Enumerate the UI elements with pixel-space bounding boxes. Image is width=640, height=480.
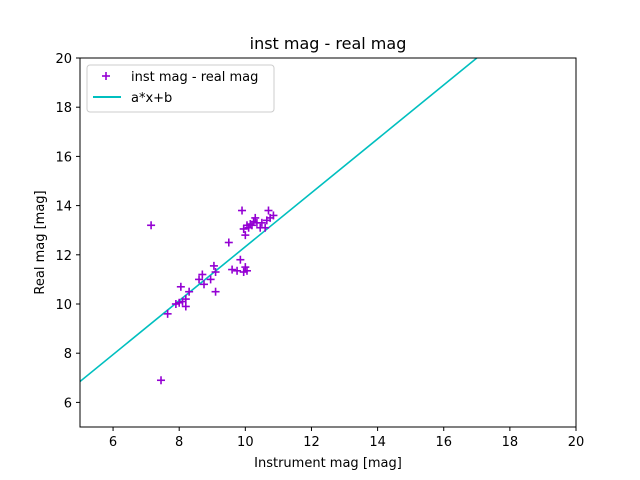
y-tick-label: 6 <box>64 396 72 411</box>
data-point <box>195 275 204 284</box>
data-point <box>269 211 278 220</box>
y-tick-label: 20 <box>55 52 72 67</box>
data-point <box>211 287 220 296</box>
chart-title: inst mag - real mag <box>250 34 407 53</box>
data-point <box>247 221 256 230</box>
fit-line <box>80 58 478 383</box>
legend: inst mag - real mag a*x+b <box>86 64 275 113</box>
axes-frame <box>79 57 577 428</box>
x-axis-label: Instrument mag [mag] <box>254 456 402 471</box>
data-point <box>147 221 156 230</box>
y-tick-label: 14 <box>55 200 72 215</box>
data-point <box>181 302 190 311</box>
data-point <box>264 206 273 215</box>
legend-label-scatter: inst mag - real mag <box>131 70 258 85</box>
data-point <box>228 265 237 274</box>
x-tick-label: 8 <box>175 435 183 450</box>
data-point <box>238 206 247 215</box>
axis-ticks: 6 8 10 12 14 16 18 20 6 8 10 12 14 16 18 20 <box>55 52 584 450</box>
y-axis-label: Real mag [mag] <box>33 190 48 294</box>
legend-label-line: a*x+b <box>131 91 172 106</box>
data-point <box>241 263 250 272</box>
y-tick-label: 12 <box>55 249 72 264</box>
data-point <box>185 287 194 296</box>
y-tick-label: 16 <box>55 150 72 165</box>
data-point <box>209 261 218 270</box>
x-tick-label: 20 <box>568 435 585 450</box>
data-point <box>211 268 220 277</box>
data-point <box>257 218 266 227</box>
legend-box <box>86 64 275 113</box>
data-point <box>236 255 245 264</box>
x-tick-label: 16 <box>435 435 452 450</box>
data-point <box>241 231 250 240</box>
data-point <box>242 266 251 275</box>
data-point <box>251 213 260 222</box>
y-tick-label: 8 <box>64 347 72 362</box>
data-point <box>206 275 215 284</box>
data-point <box>233 266 242 275</box>
x-tick-label: 14 <box>369 435 386 450</box>
data-point <box>157 376 166 385</box>
y-tick-label: 10 <box>55 298 72 313</box>
data-point <box>181 295 190 304</box>
x-tick-label: 10 <box>237 435 254 450</box>
plot-area <box>80 58 478 385</box>
x-tick-label: 18 <box>502 435 519 450</box>
y-tick-label: 18 <box>55 101 72 116</box>
x-tick-label: 6 <box>109 435 117 450</box>
data-point <box>198 270 207 279</box>
x-tick-label: 12 <box>303 435 320 450</box>
data-point <box>224 238 233 247</box>
legend-marker-scatter <box>102 72 110 80</box>
data-point <box>163 309 172 318</box>
data-point <box>261 223 270 232</box>
data-point <box>200 280 208 289</box>
data-point <box>176 282 185 291</box>
